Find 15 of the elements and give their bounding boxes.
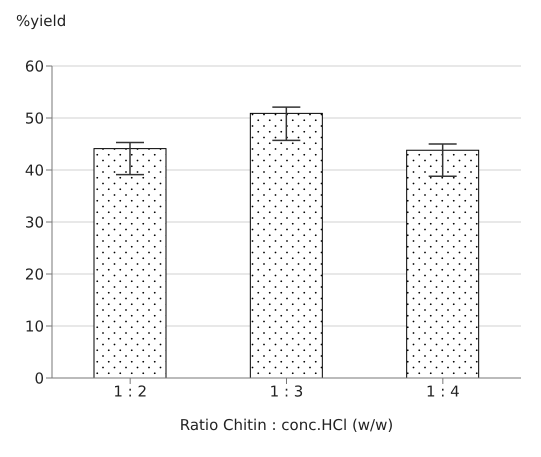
bar: [94, 148, 166, 378]
x-axis-title: Ratio Chitin : conc.HCl (w/w): [178, 416, 394, 434]
y-tick-label: 60: [24, 57, 44, 76]
y-tick-label: 30: [24, 213, 44, 232]
y-axis-title: %yield: [16, 12, 66, 30]
x-tick-label: 1 : 4: [426, 382, 460, 401]
bar: [250, 112, 323, 378]
x-tick-label: 1 : 2: [113, 382, 148, 401]
y-tick-label: 40: [24, 161, 44, 180]
bar: [406, 150, 480, 378]
y-tick-label: 10: [24, 317, 44, 336]
y-tick-label: 50: [24, 109, 44, 128]
y-tick-label: 20: [24, 265, 44, 284]
y-tick-label: 0: [34, 369, 44, 388]
x-tick-label: 1 : 3: [270, 382, 304, 401]
